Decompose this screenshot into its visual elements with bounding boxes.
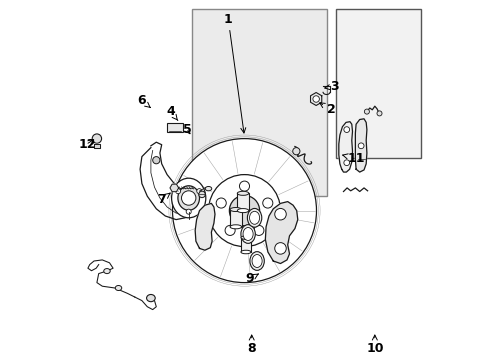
- Polygon shape: [94, 144, 100, 148]
- Text: 8: 8: [247, 335, 256, 355]
- Text: 7: 7: [157, 193, 170, 206]
- Ellipse shape: [103, 269, 110, 274]
- Circle shape: [274, 208, 285, 220]
- Ellipse shape: [171, 178, 205, 218]
- Circle shape: [224, 225, 235, 235]
- Circle shape: [186, 209, 191, 214]
- Polygon shape: [170, 184, 178, 192]
- Circle shape: [92, 134, 102, 143]
- Circle shape: [216, 198, 226, 208]
- Circle shape: [175, 189, 180, 194]
- Ellipse shape: [115, 285, 122, 291]
- Text: 1: 1: [224, 13, 245, 133]
- Circle shape: [376, 111, 381, 116]
- Ellipse shape: [249, 211, 259, 224]
- Polygon shape: [195, 203, 215, 250]
- Bar: [230, 210, 241, 227]
- Polygon shape: [355, 119, 366, 172]
- FancyBboxPatch shape: [167, 123, 183, 132]
- Bar: [241, 238, 250, 252]
- Text: 6: 6: [137, 94, 150, 108]
- Bar: [336, 9, 420, 158]
- Text: 3: 3: [324, 80, 338, 93]
- Ellipse shape: [241, 236, 250, 239]
- Ellipse shape: [241, 225, 255, 243]
- Circle shape: [343, 127, 349, 132]
- Circle shape: [196, 189, 202, 194]
- Ellipse shape: [243, 228, 253, 240]
- Text: 11: 11: [342, 152, 364, 165]
- Circle shape: [292, 148, 299, 155]
- Text: 9: 9: [245, 273, 258, 285]
- Circle shape: [152, 157, 160, 164]
- Ellipse shape: [205, 186, 211, 191]
- Ellipse shape: [230, 225, 241, 229]
- Text: 10: 10: [366, 335, 383, 355]
- Polygon shape: [310, 93, 321, 105]
- Circle shape: [253, 225, 264, 235]
- Circle shape: [358, 143, 363, 149]
- Ellipse shape: [241, 250, 250, 254]
- Circle shape: [274, 243, 285, 254]
- Text: 5: 5: [182, 123, 191, 136]
- Circle shape: [343, 160, 349, 166]
- Polygon shape: [265, 202, 297, 264]
- Ellipse shape: [237, 191, 248, 195]
- Text: 2: 2: [319, 103, 335, 116]
- Text: 4: 4: [166, 105, 178, 121]
- Circle shape: [208, 175, 280, 247]
- Circle shape: [239, 181, 249, 191]
- Circle shape: [229, 195, 259, 226]
- Ellipse shape: [230, 207, 241, 212]
- Ellipse shape: [237, 208, 248, 213]
- Circle shape: [262, 198, 272, 208]
- Bar: [237, 193, 248, 211]
- Circle shape: [364, 109, 368, 114]
- Bar: [192, 9, 326, 196]
- Ellipse shape: [251, 255, 262, 267]
- Circle shape: [172, 139, 316, 283]
- Circle shape: [312, 96, 319, 102]
- Circle shape: [199, 191, 205, 198]
- Circle shape: [181, 191, 196, 205]
- Polygon shape: [338, 122, 352, 172]
- Ellipse shape: [249, 252, 264, 270]
- Ellipse shape: [178, 186, 199, 210]
- Ellipse shape: [247, 208, 261, 227]
- Ellipse shape: [146, 294, 155, 302]
- Text: 12: 12: [78, 138, 95, 150]
